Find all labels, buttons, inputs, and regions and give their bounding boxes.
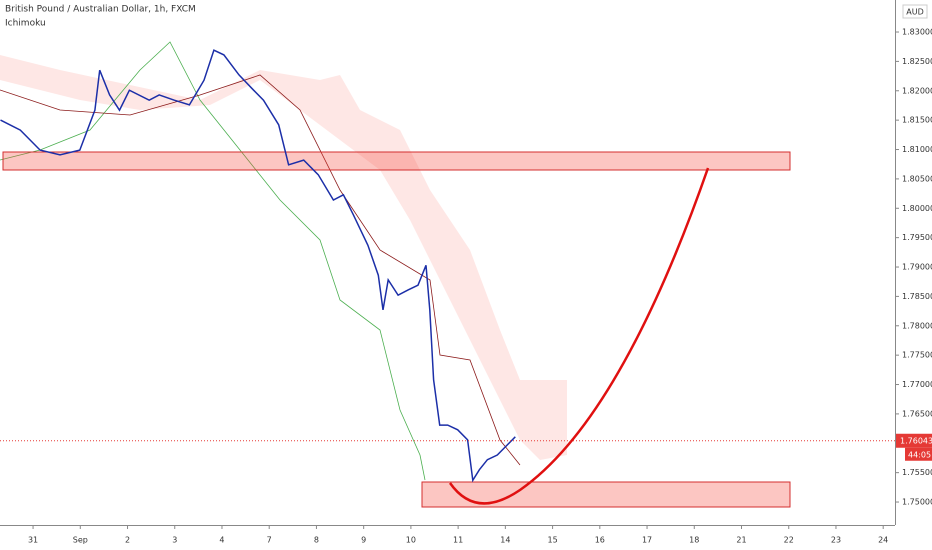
x-tick-label: 4 [219, 536, 224, 545]
y-tick-label: 1.81500 [902, 116, 932, 125]
x-tick-label: 31 [28, 536, 38, 545]
y-tick-label: 1.75000 [902, 498, 932, 507]
y-tick-label: 1.80000 [902, 204, 932, 213]
projection-curve [448, 167, 710, 505]
y-tick-label: 1.77500 [902, 351, 932, 360]
x-tick-label: 23 [831, 536, 841, 545]
currency: AUD [906, 8, 924, 17]
base-line [0, 74, 521, 466]
price-line [0, 49, 516, 483]
lagging-span [0, 41, 426, 481]
x-tick-label: 3 [172, 536, 177, 545]
x-tick-label: 15 [547, 536, 557, 545]
ichimoku-cloud [0, 55, 567, 460]
y-tick-label: 1.79000 [902, 263, 932, 272]
y-tick-label: 1.82000 [902, 86, 932, 95]
indicator-name: Ichimoku [5, 19, 46, 29]
chart-title: British Pound / Australian Dollar, 1h, F… [5, 5, 196, 15]
x-tick-label: 17 [642, 536, 652, 545]
currency-box [902, 4, 928, 19]
x-tick-label: 2 [125, 536, 130, 545]
y-tick-label: 1.78500 [902, 292, 932, 301]
y-tick-label: 1.80500 [902, 174, 932, 183]
x-tick-label: 8 [314, 536, 319, 545]
x-tick-label: 10 [406, 536, 416, 545]
x-tick-label: Sep [73, 536, 88, 545]
y-tick-label: 1.75500 [902, 468, 932, 477]
x-tick-label: 14 [500, 536, 510, 545]
x-tick-label: 22 [784, 536, 794, 545]
y-tick-label: 1.79500 [902, 233, 932, 242]
y-tick-label: 1.83000 [902, 28, 932, 37]
last-price-label: 1.76043 [900, 436, 932, 445]
x-tick-label: 16 [595, 536, 605, 545]
x-tick-label: 9 [361, 536, 366, 545]
x-tick-label: 11 [453, 536, 463, 545]
countdown-tag [905, 447, 932, 461]
last-price-tag [896, 433, 932, 448]
resistance-zone [2, 151, 791, 171]
x-tick-label: 21 [736, 536, 746, 545]
y-tick-label: 1.77000 [902, 380, 932, 389]
x-tick-label: 18 [689, 536, 699, 545]
y-tick-label: 1.78000 [902, 321, 932, 330]
y-tick-label: 1.82500 [902, 57, 932, 66]
x-tick-label: 7 [267, 536, 272, 545]
y-tick-label: 1.81000 [902, 145, 932, 154]
y-tick-label: 1.76500 [902, 409, 932, 418]
x-tick-label: 24 [878, 536, 888, 545]
countdown-label: 44:05 [908, 450, 931, 459]
